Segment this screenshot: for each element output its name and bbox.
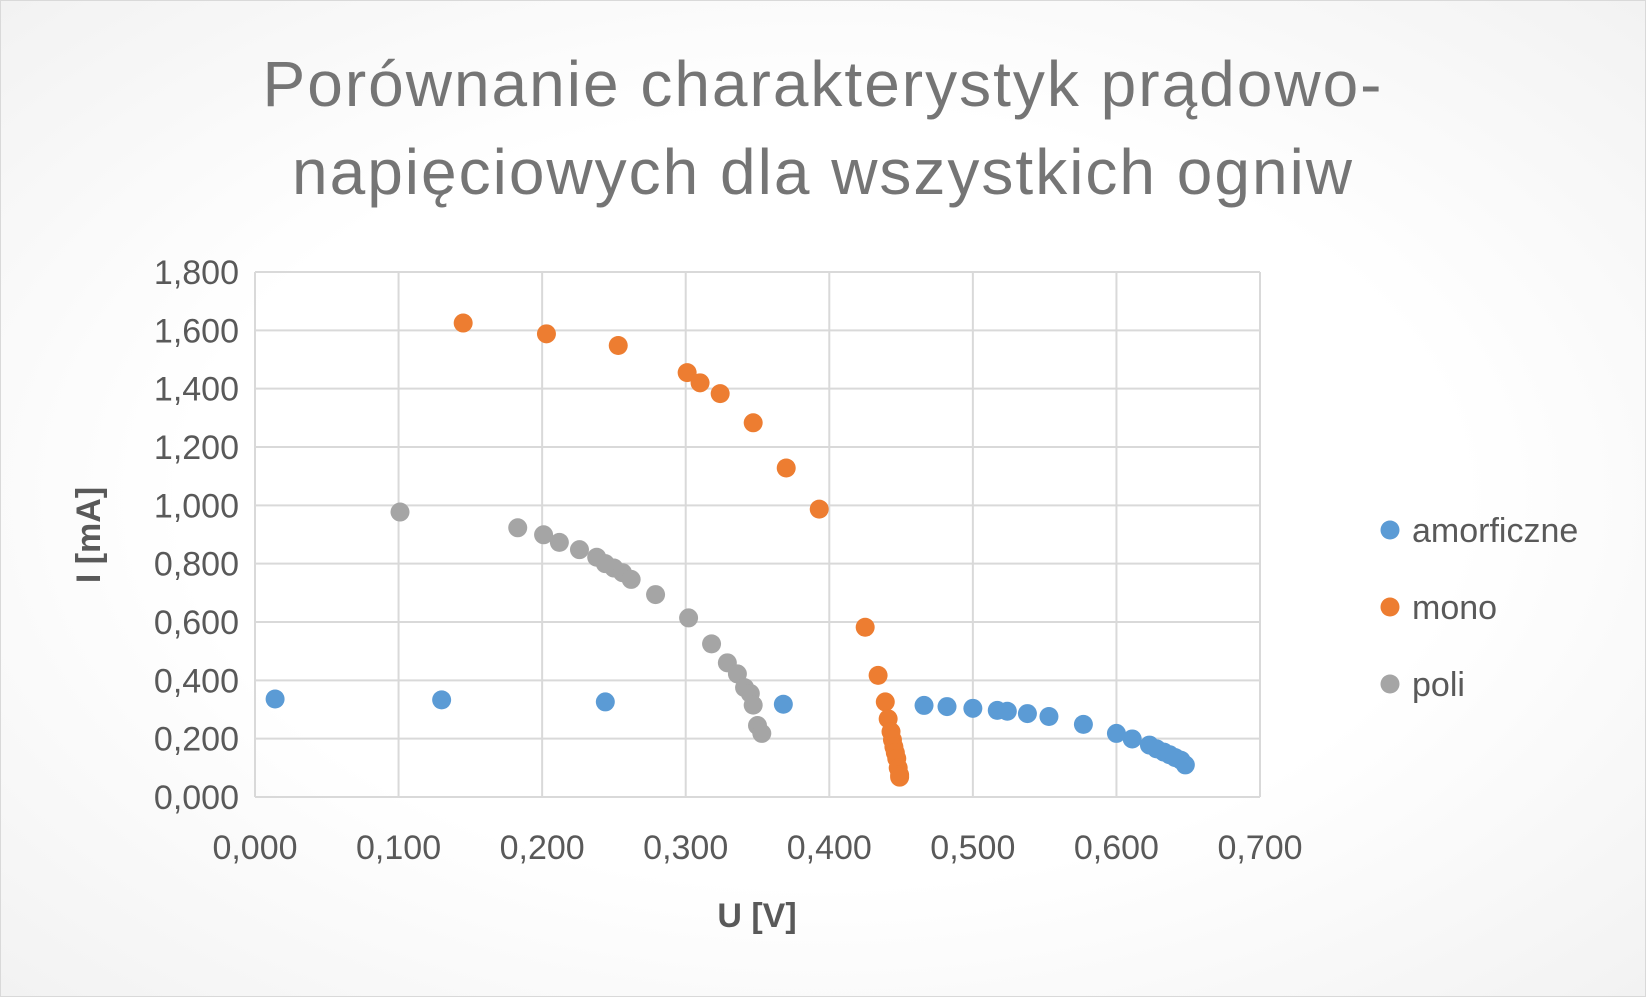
y-tick-label: 0,800 bbox=[154, 546, 239, 584]
data-point-poli bbox=[621, 569, 641, 589]
data-point-poli bbox=[508, 518, 528, 538]
data-point-poli bbox=[390, 502, 410, 522]
chart-title: Porównanie charakterystyk prądowo- napię… bbox=[0, 40, 1646, 216]
data-point-amorficzne bbox=[1073, 714, 1093, 734]
data-point-mono bbox=[743, 413, 763, 433]
data-point-poli bbox=[646, 585, 666, 605]
chart-title-line-1: Porównanie charakterystyk prądowo- bbox=[262, 48, 1384, 120]
data-point-amorficzne bbox=[595, 692, 615, 712]
y-tick-label: 1,400 bbox=[154, 371, 239, 409]
series-amorficzne bbox=[265, 689, 1195, 775]
legend-label: amorficzne bbox=[1412, 512, 1578, 550]
data-points bbox=[265, 313, 1195, 787]
series-mono bbox=[453, 313, 910, 787]
data-point-mono bbox=[608, 336, 628, 355]
data-point-amorficzne bbox=[963, 698, 983, 718]
data-point-mono bbox=[809, 499, 829, 519]
data-point-mono bbox=[890, 767, 910, 787]
data-point-poli bbox=[752, 723, 772, 743]
data-point-poli bbox=[743, 695, 763, 715]
x-axis-ticks: 0,000 0,100 0,200 0,300 0,400 0,500 0,600 0,700 bbox=[212, 829, 1302, 867]
data-point-mono bbox=[710, 384, 730, 404]
x-tick-label: 0,400 bbox=[787, 829, 872, 867]
y-axis-title: I [mA] bbox=[70, 487, 108, 583]
y-tick-label: 0,400 bbox=[154, 662, 239, 700]
data-point-poli bbox=[569, 540, 589, 560]
data-point-amorficzne bbox=[1122, 729, 1142, 749]
x-tick-label: 0,300 bbox=[643, 829, 728, 867]
data-point-mono bbox=[776, 458, 796, 478]
data-point-amorficzne bbox=[997, 701, 1017, 721]
data-point-mono bbox=[855, 617, 875, 637]
y-tick-label: 1,600 bbox=[154, 312, 239, 350]
data-point-mono bbox=[677, 363, 697, 383]
data-point-poli bbox=[534, 525, 554, 545]
y-tick-label: 0,600 bbox=[154, 604, 239, 642]
data-point-amorficzne bbox=[1106, 723, 1126, 743]
legend-marker bbox=[1380, 597, 1400, 617]
data-point-mono bbox=[453, 313, 473, 333]
data-point-amorficzne bbox=[1017, 704, 1037, 724]
y-tick-label: 0,200 bbox=[154, 721, 239, 759]
legend: amorficzne mono poli bbox=[1380, 512, 1578, 704]
legend-marker bbox=[1380, 520, 1400, 540]
legend-item-poli: poli bbox=[1380, 666, 1465, 704]
legend-label: poli bbox=[1412, 666, 1465, 704]
data-point-poli bbox=[549, 532, 569, 552]
x-tick-label: 0,700 bbox=[1217, 829, 1302, 867]
y-tick-label: 0,000 bbox=[154, 779, 239, 817]
legend-label: mono bbox=[1412, 589, 1497, 627]
data-point-amorficzne bbox=[937, 697, 957, 717]
data-point-mono bbox=[690, 373, 710, 393]
x-tick-label: 0,600 bbox=[1074, 829, 1159, 867]
data-point-amorficzne bbox=[1175, 755, 1195, 775]
data-point-amorficzne bbox=[265, 689, 285, 709]
data-point-mono bbox=[868, 665, 888, 685]
y-tick-label: 1,200 bbox=[154, 429, 239, 467]
legend-marker bbox=[1380, 674, 1400, 694]
data-point-poli bbox=[702, 634, 722, 654]
data-point-mono bbox=[536, 324, 556, 344]
chart-title-line-2: napięciowych dla wszystkich ogniw bbox=[292, 136, 1354, 208]
data-point-amorficzne bbox=[432, 690, 452, 710]
data-point-mono bbox=[875, 692, 895, 712]
x-tick-label: 0,500 bbox=[930, 829, 1015, 867]
legend-item-mono: mono bbox=[1380, 589, 1497, 627]
y-tick-label: 1,800 bbox=[154, 254, 239, 292]
y-axis-ticks: 0,000 0,200 0,400 0,600 0,800 1,000 1,200 1,400… bbox=[154, 254, 239, 817]
y-tick-label: 1,000 bbox=[154, 487, 239, 525]
x-axis-title: U [V] bbox=[717, 897, 796, 935]
data-point-amorficzne bbox=[914, 695, 934, 715]
x-tick-label: 0,000 bbox=[212, 829, 297, 867]
data-point-amorficzne bbox=[1039, 707, 1059, 726]
data-point-amorficzne bbox=[773, 694, 793, 714]
legend-item-amorficzne: amorficzne bbox=[1380, 512, 1578, 550]
series-poli bbox=[390, 502, 772, 743]
x-tick-label: 0,200 bbox=[500, 829, 585, 867]
x-tick-label: 0,100 bbox=[356, 829, 441, 867]
data-point-poli bbox=[679, 608, 699, 628]
